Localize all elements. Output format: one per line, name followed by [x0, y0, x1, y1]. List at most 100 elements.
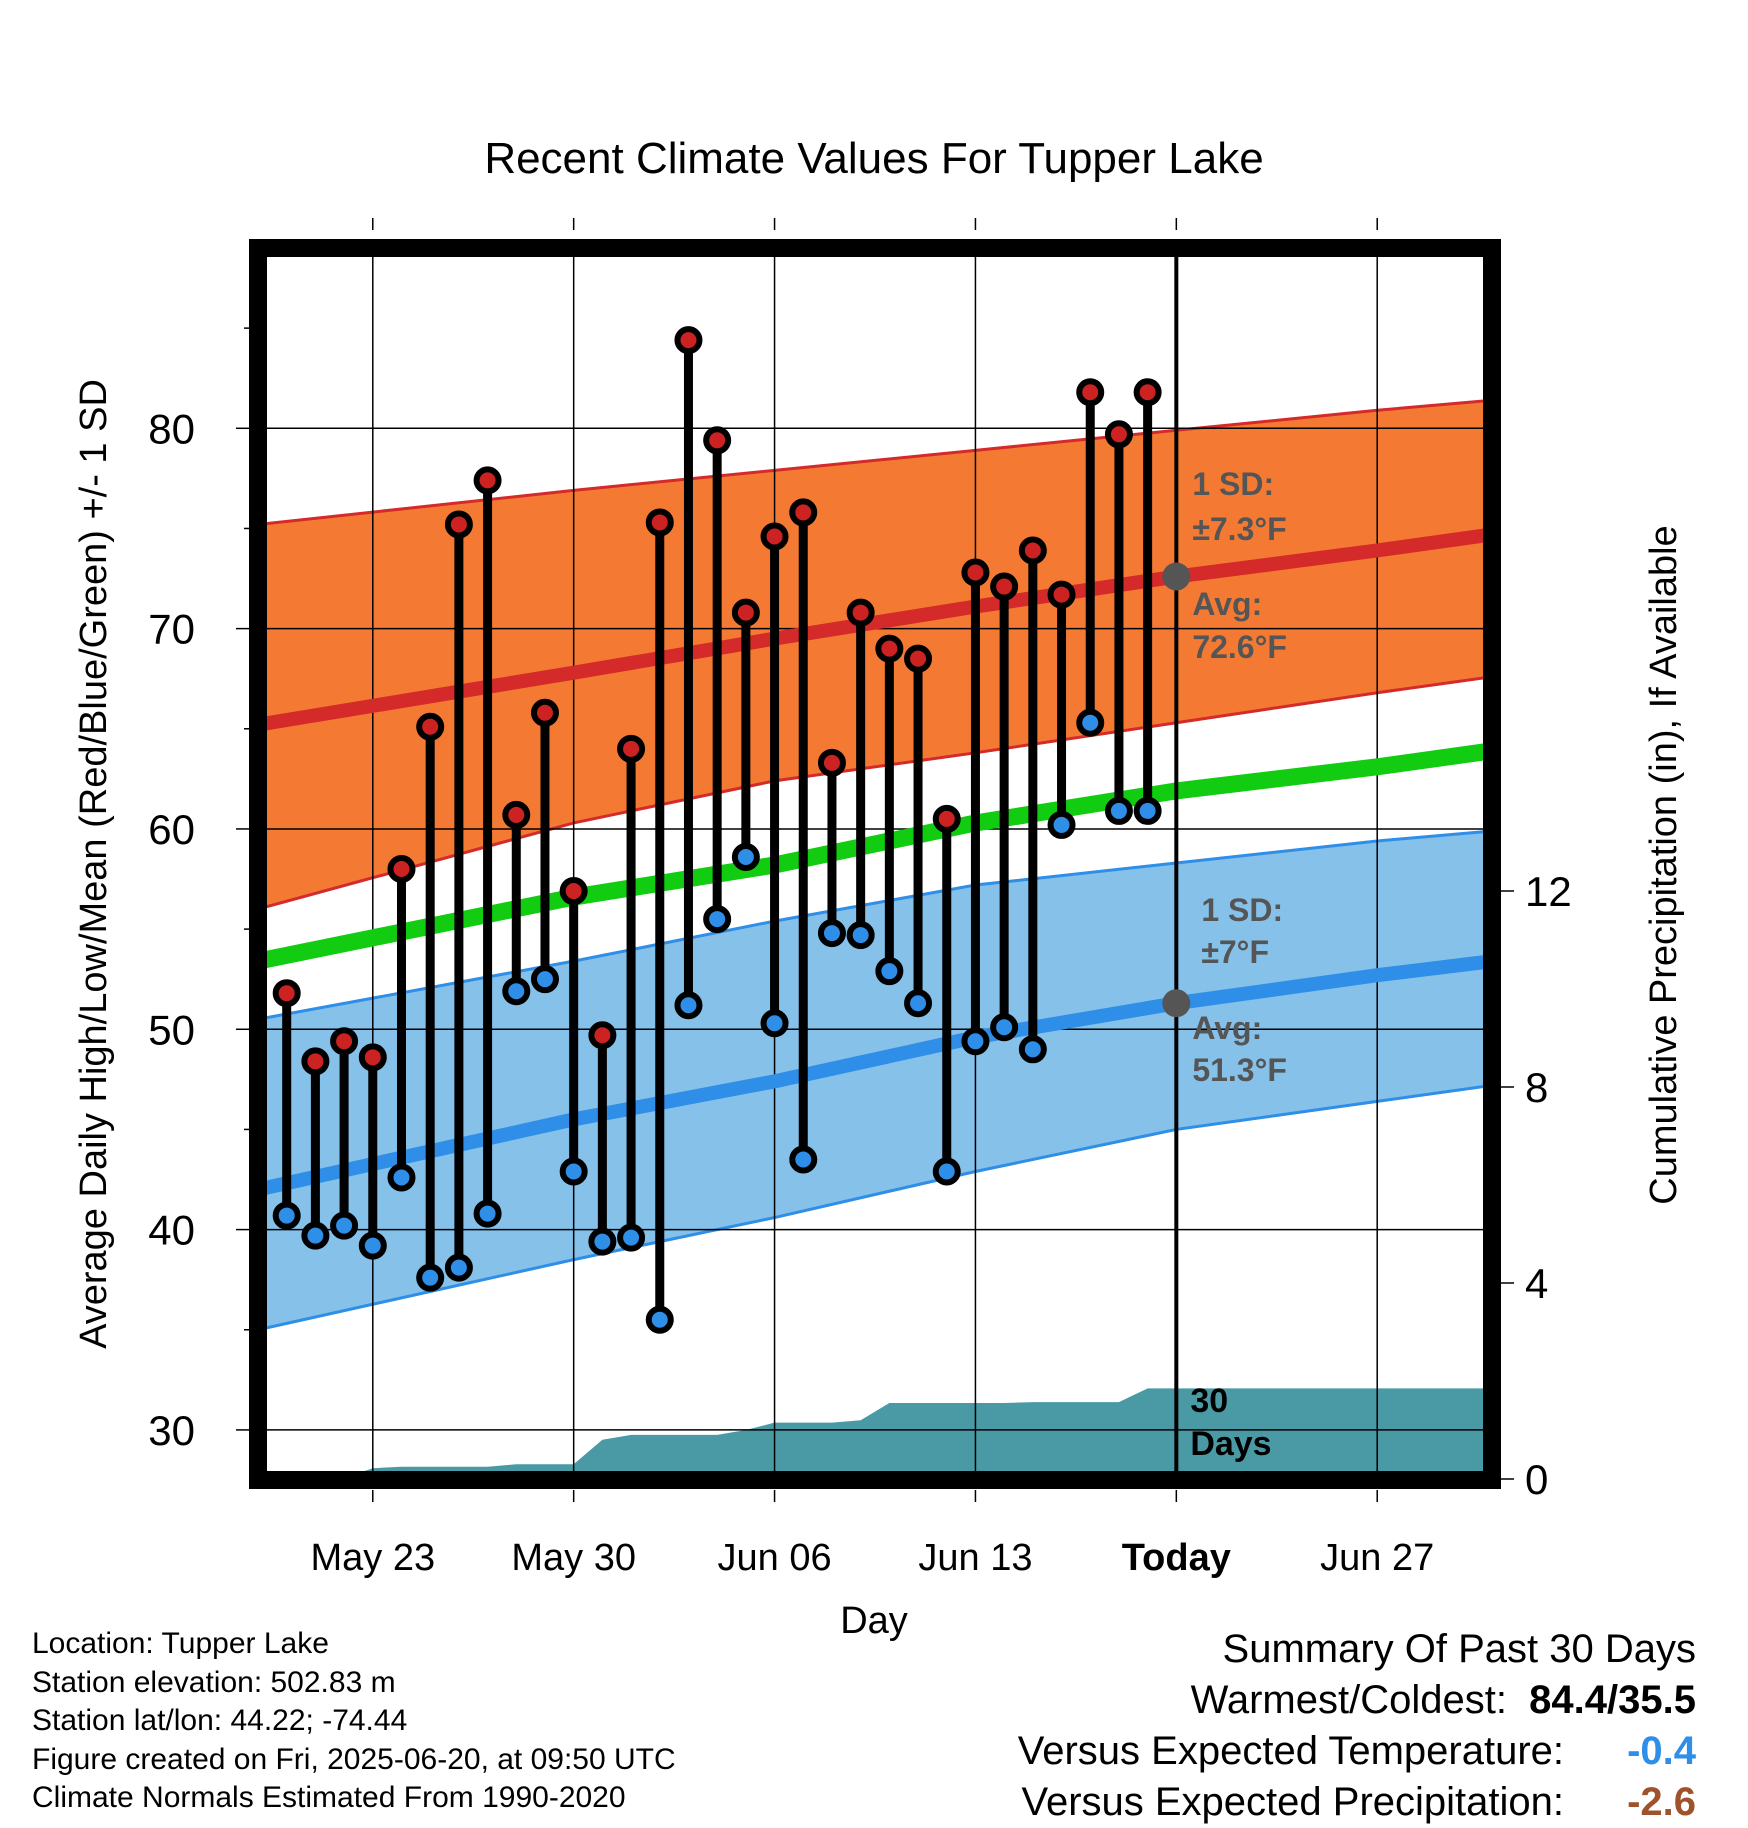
low-point [904, 989, 933, 1018]
low-point [674, 991, 703, 1020]
high-point [789, 498, 818, 527]
high-point [1104, 420, 1133, 449]
y-tick-label: 80 [148, 405, 195, 452]
high-point [617, 734, 646, 763]
low-point [559, 1157, 588, 1186]
low-avg-label: Avg: [1192, 1010, 1262, 1046]
low-point [731, 842, 760, 871]
x-tick-label: Today [1122, 1537, 1231, 1579]
x-tick-label: May 23 [310, 1537, 435, 1579]
y-axis-right: 0 4 8 12 [1500, 868, 1572, 1503]
high-point [1047, 580, 1076, 609]
y2-tick-label: 0 [1525, 1456, 1548, 1503]
high-avg-marker [1162, 562, 1191, 591]
high-point [875, 634, 904, 663]
days-label-text: Days [1190, 1425, 1271, 1463]
low-sd-band [258, 830, 1492, 1330]
low-point [990, 1013, 1019, 1042]
precip-anomaly-value: -2.6 [1627, 1780, 1696, 1824]
temp-anomaly-value: -0.4 [1627, 1729, 1696, 1773]
high-point [1133, 378, 1162, 407]
low-point [846, 921, 875, 950]
high-point [588, 1021, 617, 1050]
low-point [932, 1157, 961, 1186]
low-point [444, 1253, 473, 1282]
chart-title: Recent Climate Values For Tupper Lake [484, 134, 1263, 183]
high-point [760, 522, 789, 551]
high-point [473, 466, 502, 495]
low-point [645, 1305, 674, 1334]
low-avg-value: 51.3°F [1192, 1052, 1287, 1088]
high-point [932, 804, 961, 833]
low-point [1133, 796, 1162, 825]
y-tick-label: 60 [148, 806, 195, 853]
low-point [502, 977, 531, 1006]
high-point [961, 558, 990, 587]
low-point [358, 1231, 387, 1260]
x-axis: May 23 May 30 Jun 06 Jun 13 Today Jun 27 [310, 218, 1434, 1579]
high-avg-label: Avg: [1192, 586, 1262, 622]
low-sd-label: 1 SD: [1201, 892, 1283, 928]
low-point [272, 1201, 301, 1230]
high-sd-value: ±7.3°F [1192, 511, 1286, 547]
low-point [330, 1211, 359, 1240]
high-point [674, 326, 703, 355]
location-text: Location: Tupper Lake [32, 1627, 329, 1660]
x-tick-label: Jun 13 [918, 1537, 1032, 1579]
normals-text: Climate Normals Estimated From 1990-2020 [32, 1781, 626, 1814]
high-point [502, 800, 531, 829]
y-tick-label: 40 [148, 1207, 195, 1254]
high-avg-value: 72.6°F [1192, 629, 1287, 665]
x-tick-label: Jun 06 [718, 1537, 832, 1579]
days-label-number: 30 [1190, 1382, 1228, 1420]
precip-anomaly-label: Versus Expected Precipitation: [1021, 1780, 1564, 1824]
low-point [1018, 1035, 1047, 1064]
high-point [904, 644, 933, 673]
high-point [703, 426, 732, 455]
high-point [358, 1043, 387, 1072]
summary-panel: Summary Of Past 30 Days Warmest/Coldest:… [1018, 1624, 1696, 1828]
low-point [588, 1227, 617, 1256]
annotations: 1 SD: ±7.3°F Avg: 72.6°F 1 SD: ±7°F Avg: 51.3°F [1192, 466, 1287, 1088]
low-point [875, 957, 904, 986]
high-sd-label: 1 SD: [1192, 466, 1274, 502]
low-point [789, 1145, 818, 1174]
high-point [1076, 378, 1105, 407]
low-point [617, 1223, 646, 1252]
high-point [731, 598, 760, 627]
latlon-text: Station lat/lon: 44.22; -74.44 [32, 1704, 408, 1737]
low-point [301, 1221, 330, 1250]
y-tick-label: 30 [148, 1407, 195, 1454]
plot-frame [249, 239, 1501, 1489]
high-point [272, 979, 301, 1008]
low-point [473, 1199, 502, 1228]
y-tick-label: 50 [148, 1006, 195, 1053]
low-point [416, 1263, 445, 1292]
warmest-coldest-value: 84.4/35.5 [1529, 1678, 1696, 1722]
high-point [416, 712, 445, 741]
y-axis-title: Average Daily High/Low/Mean (Red/Blue/Gr… [73, 379, 115, 1349]
precip-anomaly-row: Versus Expected Precipitation: -2.6 [1018, 1777, 1696, 1828]
low-avg-marker [1162, 989, 1191, 1018]
high-point [846, 598, 875, 627]
warmest-coldest-row: Warmest/Coldest: 84.4/35.5 [1018, 1675, 1696, 1726]
low-point [530, 965, 559, 994]
y-axis-left: 30 40 50 60 70 80 [148, 327, 250, 1454]
high-point [645, 508, 674, 537]
low-point [961, 1027, 990, 1056]
low-point [817, 919, 846, 948]
high-point [1018, 536, 1047, 565]
days-annotation: 30 Days [1190, 1382, 1271, 1463]
high-point [301, 1047, 330, 1076]
x-tick-label: Jun 27 [1320, 1537, 1434, 1579]
precipitation-area [258, 1388, 1492, 1479]
high-point [530, 698, 559, 727]
summary-title: Summary Of Past 30 Days [1222, 1627, 1696, 1671]
warmest-coldest-label: Warmest/Coldest: [1190, 1678, 1507, 1722]
temp-anomaly-row: Versus Expected Temperature: -0.4 [1018, 1726, 1696, 1777]
low-sd-value: ±7°F [1201, 934, 1269, 970]
low-point [703, 905, 732, 934]
high-point [559, 877, 588, 906]
low-point [387, 1163, 416, 1192]
low-point [1076, 708, 1105, 737]
